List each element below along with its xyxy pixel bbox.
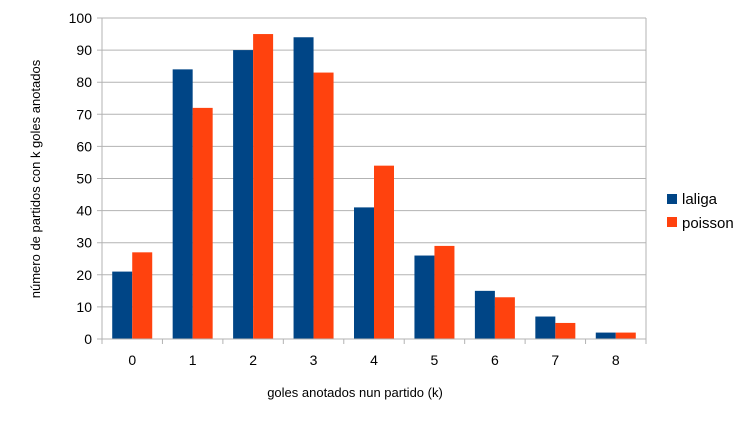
y-tick-label: 50 [76,171,92,187]
y-axis-title: número de partidos con k goles anotados [28,59,43,298]
y-tick-label: 90 [76,42,92,58]
x-tick-label: 3 [310,352,318,368]
bar-laliga-0 [112,271,133,339]
y-tick-label: 80 [76,74,92,90]
legend-swatch-laliga [667,194,677,204]
legend-swatch-poisson [667,217,677,227]
bar-laliga-8 [595,332,616,339]
x-tick-label: 6 [491,352,499,368]
x-tick-label: 5 [431,352,439,368]
x-tick-label: 1 [189,352,197,368]
bar-laliga-5 [414,255,435,339]
axes [97,18,647,344]
y-tick-label: 20 [76,267,92,283]
bar-poisson-3 [313,72,334,339]
bar-poisson-5 [434,245,455,339]
x-axis-title: goles anotados nun partido (k) [267,385,443,400]
bar-poisson-1 [192,107,213,339]
y-tick-label: 70 [76,106,92,122]
x-tick-labels: 0 1 2 3 4 5 6 7 8 [128,352,620,368]
y-tick-label: 60 [76,138,92,154]
bar-poisson-7 [555,322,576,339]
bar-poisson-4 [374,165,394,339]
legend-label-laliga: laliga [682,191,718,208]
x-tick-label: 0 [128,352,136,368]
bars [112,34,636,340]
bar-laliga-6 [474,290,495,339]
y-tick-label: 0 [84,331,92,347]
y-tick-labels: 0 10 20 30 40 50 60 70 80 90 100 [69,10,93,347]
bar-laliga-2 [233,50,254,339]
x-tick-label: 4 [370,352,378,368]
bar-poisson-2 [253,34,274,340]
bar-poisson-0 [132,252,153,339]
legend-label-poisson: poisson [682,215,734,232]
bar-laliga-4 [354,207,374,339]
bar-poisson-6 [494,297,515,339]
bar-poisson-8 [615,332,636,339]
bar-laliga-7 [535,316,556,339]
bar-laliga-3 [293,37,314,339]
x-tick-label: 8 [612,352,620,368]
x-tick-label: 2 [249,352,257,368]
legend: laliga poisson [667,191,734,232]
y-tick-label: 10 [76,299,92,315]
y-tick-label: 40 [76,203,92,219]
y-tick-label: 100 [69,10,93,26]
bar-laliga-1 [172,69,193,340]
y-tick-label: 30 [76,235,92,251]
x-tick-label: 7 [551,352,559,368]
